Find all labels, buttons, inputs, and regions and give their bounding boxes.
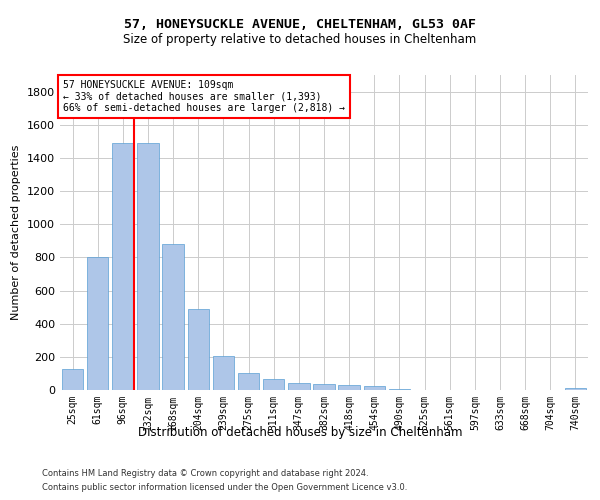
Bar bbox=[364, 386, 385, 390]
Bar bbox=[163, 244, 184, 390]
Bar bbox=[62, 370, 83, 390]
Text: Size of property relative to detached houses in Cheltenham: Size of property relative to detached ho… bbox=[124, 32, 476, 46]
Bar bbox=[213, 356, 234, 390]
Bar bbox=[188, 309, 209, 390]
Text: Contains HM Land Registry data © Crown copyright and database right 2024.: Contains HM Land Registry data © Crown c… bbox=[42, 468, 368, 477]
Y-axis label: Number of detached properties: Number of detached properties bbox=[11, 145, 22, 320]
Bar bbox=[87, 258, 109, 390]
Bar bbox=[137, 143, 158, 390]
Bar bbox=[288, 384, 310, 390]
Text: Contains public sector information licensed under the Open Government Licence v3: Contains public sector information licen… bbox=[42, 484, 407, 492]
Bar bbox=[112, 143, 134, 390]
Bar bbox=[313, 384, 335, 390]
Bar bbox=[565, 388, 586, 390]
Text: Distribution of detached houses by size in Cheltenham: Distribution of detached houses by size … bbox=[138, 426, 462, 439]
Bar bbox=[263, 379, 284, 390]
Bar bbox=[238, 372, 259, 390]
Text: 57, HONEYSUCKLE AVENUE, CHELTENHAM, GL53 0AF: 57, HONEYSUCKLE AVENUE, CHELTENHAM, GL53… bbox=[124, 18, 476, 30]
Bar bbox=[389, 389, 410, 390]
Bar bbox=[338, 385, 360, 390]
Text: 57 HONEYSUCKLE AVENUE: 109sqm
← 33% of detached houses are smaller (1,393)
66% o: 57 HONEYSUCKLE AVENUE: 109sqm ← 33% of d… bbox=[62, 80, 344, 113]
